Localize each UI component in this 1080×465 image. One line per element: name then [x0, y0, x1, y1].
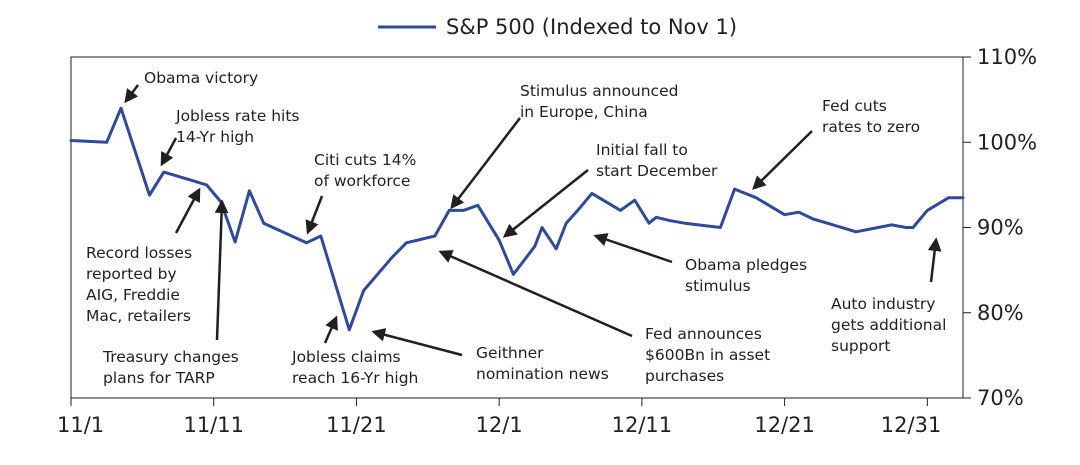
y-tick-label: 110% [977, 45, 1037, 69]
sp500-series-line [69, 106, 965, 332]
arrow-fed-cuts [752, 130, 813, 190]
arrow-jobless-rate [160, 137, 178, 167]
arrow-treasury [214, 199, 229, 341]
x-tick-label: 12/21 [754, 413, 815, 437]
x-tick-label: 12/11 [612, 413, 673, 437]
x-axis-ticks: 11/1 11/11 11/21 12/1 12/11 12/21 12/31 [57, 398, 941, 437]
annotation-jobless-rate: Jobless rate hits 14-Yr high [175, 107, 304, 146]
arrow-citi [305, 195, 324, 235]
annotation-citi: Citi cuts 14% of workforce [314, 151, 421, 190]
y-tick-label: 100% [977, 130, 1037, 154]
annotation-jobless-claims: Jobless claims reach 16-Yr high [291, 348, 418, 387]
x-tick-label: 11/21 [326, 413, 387, 437]
x-tick-label: 11/1 [57, 413, 104, 437]
annotation-fed-600bn: Fed announces $600Bn in asset purchases [645, 325, 775, 385]
annotation-record-losses: Record losses reported by AIG, Freddie M… [86, 244, 197, 325]
legend: S&P 500 (Indexed to Nov 1) [378, 15, 737, 39]
annotations: Obama victory Jobless rate hits 14-Yr hi… [86, 69, 951, 387]
annotation-treasury: Treasury changes plans for TARP [102, 348, 244, 387]
annotation-geithner: Geithner nomination news [476, 344, 609, 383]
annotation-stimulus-europe: Stimulus announced in Europe, China [520, 82, 683, 121]
y-tick-label: 80% [977, 301, 1024, 325]
annotation-initial-fall: Initial fall to start December [596, 141, 718, 180]
annotation-auto-industry: Auto industry gets additional support [831, 295, 951, 355]
arrow-record-losses [174, 187, 201, 234]
annotation-obama-pledges: Obama pledges stimulus [685, 256, 812, 295]
arrow-stimulus-europe [450, 117, 521, 210]
legend-label: S&P 500 (Indexed to Nov 1) [446, 15, 737, 39]
annotation-fed-cuts: Fed cuts rates to zero [822, 97, 920, 136]
arrow-jobless-claims [323, 315, 338, 344]
x-tick-label: 12/1 [476, 413, 523, 437]
arrow-fed-600bn [438, 250, 633, 338]
arrow-auto-industry [927, 237, 942, 283]
arrow-initial-fall [502, 169, 589, 238]
x-tick-label: 12/31 [881, 413, 942, 437]
arrow-geithner [371, 328, 463, 357]
arrow-obama-victory [124, 84, 139, 104]
y-axis-ticks: 110% 100% 90% 80% 70% [963, 45, 1037, 410]
y-tick-label: 70% [977, 386, 1024, 410]
y-tick-label: 90% [977, 216, 1024, 240]
arrow-obama-pledges [593, 233, 673, 264]
x-tick-label: 11/11 [183, 413, 244, 437]
annotation-obama-victory: Obama victory [144, 69, 258, 87]
